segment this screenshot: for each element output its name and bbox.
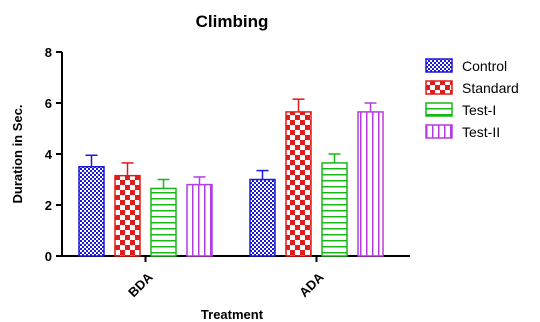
y-axis-label: Duration in Sec. (10, 105, 25, 204)
x-tick-label-ada: ADA (296, 269, 327, 300)
bars-group (78, 98, 384, 257)
bar-test-i-ada (321, 162, 348, 257)
bar-test-i-bda (150, 187, 177, 257)
legend-label-control: Control (462, 58, 507, 74)
legend-swatch-test-ii (425, 124, 453, 139)
legend-swatch-standard (425, 80, 453, 95)
y-axis-ticks: 0 2 4 6 8 (45, 45, 62, 264)
legend-swatch-test-i (425, 102, 453, 117)
y-tick-label: 2 (45, 198, 52, 213)
bar-standard-ada (285, 111, 312, 257)
bar-test-ii-ada (357, 111, 384, 257)
x-tick-label-bda: BDA (125, 269, 156, 300)
y-tick-label: 6 (45, 96, 52, 111)
bar-standard-bda (114, 174, 141, 257)
x-axis-label: Treatment (201, 307, 264, 322)
y-tick-label: 4 (45, 147, 53, 162)
bar-control-ada (249, 178, 276, 257)
legend-label-test-ii: Test-II (462, 124, 500, 140)
legend-swatch-control (425, 58, 453, 73)
legend-label-standard: Standard (462, 80, 519, 96)
legend-label-test-i: Test-I (462, 102, 496, 118)
y-tick-label: 0 (45, 249, 52, 264)
legend: Control Standard Test-I Test-II (425, 58, 519, 140)
y-tick-label: 8 (45, 45, 52, 60)
chart-title: Climbing (196, 12, 269, 31)
x-axis-ticks: BDA ADA (125, 256, 327, 300)
bar-test-ii-bda (186, 183, 213, 257)
bar-control-bda (78, 166, 105, 257)
